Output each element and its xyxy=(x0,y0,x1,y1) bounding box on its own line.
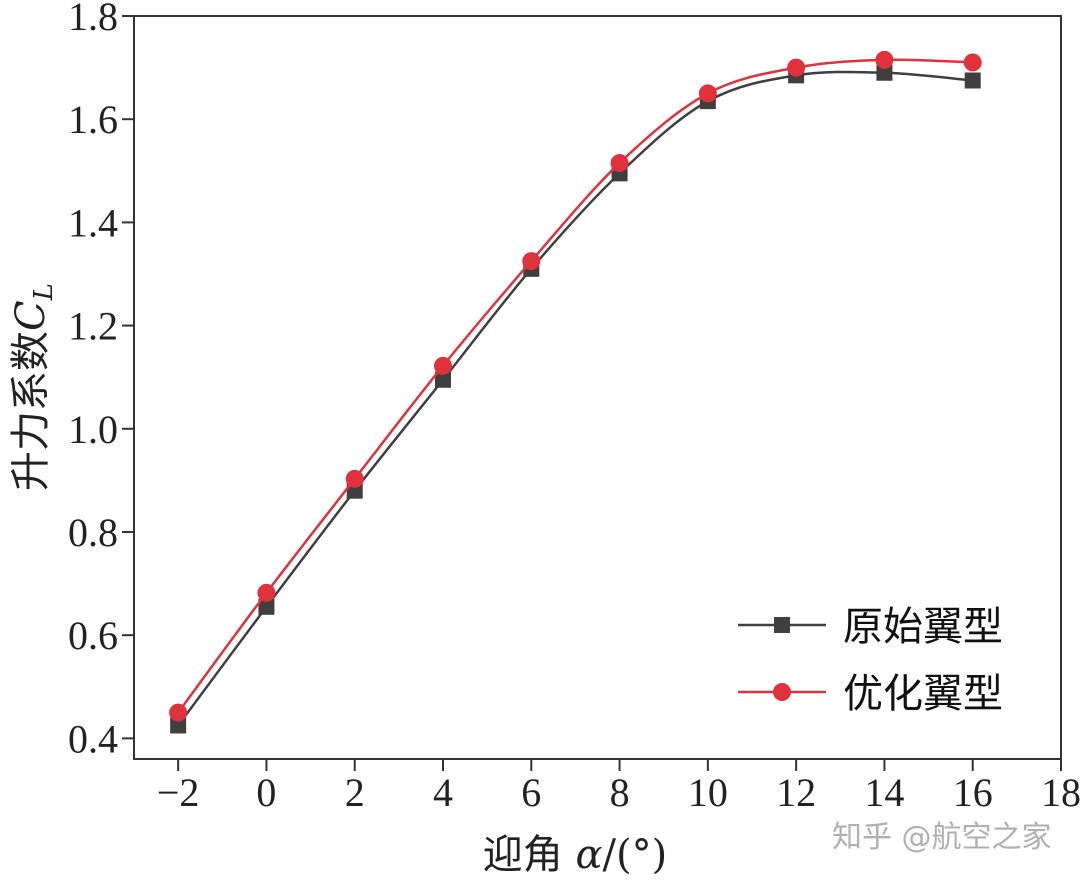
x-tick-label: 8 xyxy=(610,770,630,815)
data-point-original xyxy=(435,371,451,388)
series-line-original xyxy=(177,70,973,727)
data-point-optimized xyxy=(875,50,894,69)
x-tick-label: 14 xyxy=(864,770,904,815)
data-point-optimized xyxy=(787,58,806,77)
y-tick-label: 1.6 xyxy=(68,97,118,142)
y-tick-label: 0.4 xyxy=(68,716,118,761)
watermark-text: 知乎 @航空之家 xyxy=(832,820,1052,855)
data-point-original xyxy=(258,598,275,615)
data-point-optimized xyxy=(610,154,629,173)
data-point-optimized xyxy=(257,583,276,602)
y-axis-ticks: 0.4 0.6 0.8 1.0 1.2 1.4 1.6 1.8 xyxy=(68,0,134,761)
x-tick-label: 4 xyxy=(433,770,453,815)
data-point-optimized xyxy=(522,252,541,271)
x-tick-label: 2 xyxy=(345,770,365,815)
x-tick-label: 10 xyxy=(688,770,728,815)
x-axis-ticks: −2 0 2 4 6 8 10 12 14 16 18 xyxy=(157,759,1080,815)
data-point-optimized xyxy=(345,469,364,488)
y-axis-title: 升力系数CL xyxy=(8,283,59,491)
series-layer xyxy=(169,50,982,734)
y-tick-label: 1.8 xyxy=(68,0,118,39)
legend-item-original: 原始翼型 xyxy=(738,604,1003,650)
legend-item-optimized: 优化翼型 xyxy=(738,671,1003,717)
data-point-optimized xyxy=(169,703,188,722)
y-tick-label: 1.4 xyxy=(68,200,118,245)
x-tick-label: 12 xyxy=(776,770,816,815)
y-tick-label: 1.2 xyxy=(68,304,118,349)
series-line-optimized xyxy=(177,58,973,714)
y-tick-label: 0.6 xyxy=(68,613,118,658)
data-point-original xyxy=(170,717,187,734)
y-tick-label: 0.8 xyxy=(68,510,118,555)
data-point-optimized xyxy=(434,356,452,375)
plot-frame xyxy=(133,15,1062,760)
legend: 原始翼型 优化翼型 xyxy=(738,604,1003,717)
data-point-optimized xyxy=(698,84,717,103)
x-axis-title: 迎角 α/(°) xyxy=(483,832,667,878)
x-tick-label: 0 xyxy=(256,770,276,815)
data-point-original xyxy=(964,72,981,89)
x-tick-label: 16 xyxy=(953,770,993,815)
data-point-optimized xyxy=(963,53,982,72)
data-point-original xyxy=(876,64,893,81)
x-tick-label: 6 xyxy=(521,770,541,815)
legend-label-optimized: 优化翼型 xyxy=(843,671,1003,717)
y-tick-label: 1.0 xyxy=(68,407,118,452)
legend-label-original: 原始翼型 xyxy=(843,604,1003,650)
x-tick-label: 18 xyxy=(1041,770,1080,815)
x-tick-label: −2 xyxy=(157,770,200,815)
